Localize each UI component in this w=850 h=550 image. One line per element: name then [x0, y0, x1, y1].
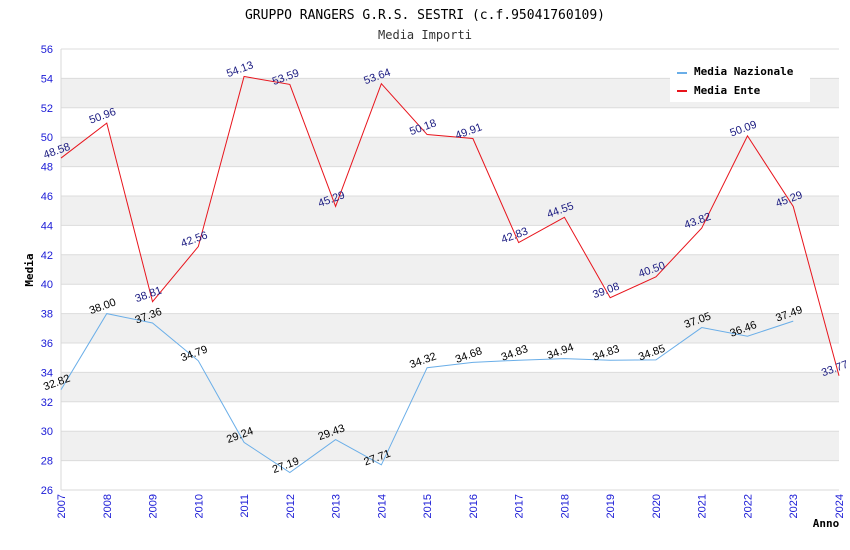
x-tick-label: 2008 [102, 494, 114, 518]
y-tick-label: 54 [41, 73, 53, 85]
grid-band [61, 254, 839, 285]
chart-title: GRUPPO RANGERS G.R.S. SESTRI (c.f.950417… [245, 8, 605, 23]
x-tick-label: 2015 [422, 494, 434, 518]
x-axis-title: Anno [813, 517, 840, 530]
y-tick-label: 30 [41, 426, 53, 438]
y-tick-label: 32 [41, 397, 53, 409]
x-tick-label: 2024 [834, 494, 846, 518]
series-line-media-ente [60, 75, 840, 376]
data-label: 42.83 [500, 225, 530, 246]
data-label: 38.81 [134, 285, 164, 306]
x-tick-label: 2012 [285, 494, 297, 518]
x-tick-label: 2009 [148, 494, 160, 518]
x-tick-label: 2014 [376, 494, 388, 518]
chart-subtitle: Media Importi [378, 28, 472, 42]
grid-band [61, 313, 839, 343]
grid-band [61, 196, 839, 226]
y-tick-label: 40 [41, 279, 53, 291]
y-tick-label: 28 [41, 456, 53, 468]
legend-label-media-nazionale: Media Nazionale [694, 65, 794, 78]
data-label: 50.09 [728, 119, 758, 140]
y-tick-label: 52 [41, 103, 53, 115]
y-tick-label: 48 [41, 162, 53, 174]
data-label: 34.79 [179, 344, 209, 365]
y-tick-label: 46 [41, 191, 53, 203]
x-tick-label: 2010 [193, 494, 205, 518]
y-tick-label: 26 [41, 485, 53, 497]
data-label: 34.32 [408, 351, 438, 372]
x-tick-label: 2022 [742, 494, 754, 518]
legend: Media Nazionale Media Ente [670, 60, 810, 102]
data-label: 54.13 [225, 59, 255, 80]
y-tick-label: 44 [41, 220, 53, 232]
y-tick-labels: 26 28 30 32 34 36 38 40 42 44 46 48 50 52 54 56 [41, 44, 53, 497]
x-tick-label: 2016 [468, 494, 480, 518]
x-tick-label: 2018 [559, 494, 571, 518]
legend-box [670, 60, 810, 102]
x-tick-label: 2007 [56, 494, 68, 518]
y-tick-label: 42 [41, 250, 53, 262]
data-label: 50.96 [88, 106, 118, 127]
x-tick-label: 2020 [651, 494, 663, 518]
y-tick-label: 36 [41, 338, 53, 350]
grid-band [61, 372, 839, 402]
x-tick-label: 2023 [788, 494, 800, 518]
y-tick-label: 56 [41, 44, 53, 56]
y-tick-label: 50 [41, 132, 53, 144]
series-lines [60, 75, 840, 474]
legend-label-media-ente: Media Ente [694, 84, 761, 97]
y-tick-label: 38 [41, 309, 53, 321]
x-tick-label: 2019 [605, 494, 617, 518]
x-tick-label: 2021 [697, 494, 709, 518]
x-tick-label: 2017 [514, 494, 526, 518]
series-line-media-nazionale [60, 313, 794, 474]
x-tick-label: 2011 [239, 494, 251, 518]
y-tick-label: 34 [41, 367, 53, 379]
data-label: 42.56 [179, 229, 209, 250]
grid-band [61, 431, 839, 461]
x-tick-label: 2013 [331, 494, 343, 518]
x-tick-labels: 2007 2008 2009 2010 2011 2012 2013 2014 2015 2016… [56, 494, 846, 518]
axes [60, 49, 839, 491]
grid-band [61, 137, 839, 167]
y-axis-title: Media [23, 253, 36, 286]
grid-bands [61, 78, 839, 461]
grid-lines [61, 48, 839, 491]
